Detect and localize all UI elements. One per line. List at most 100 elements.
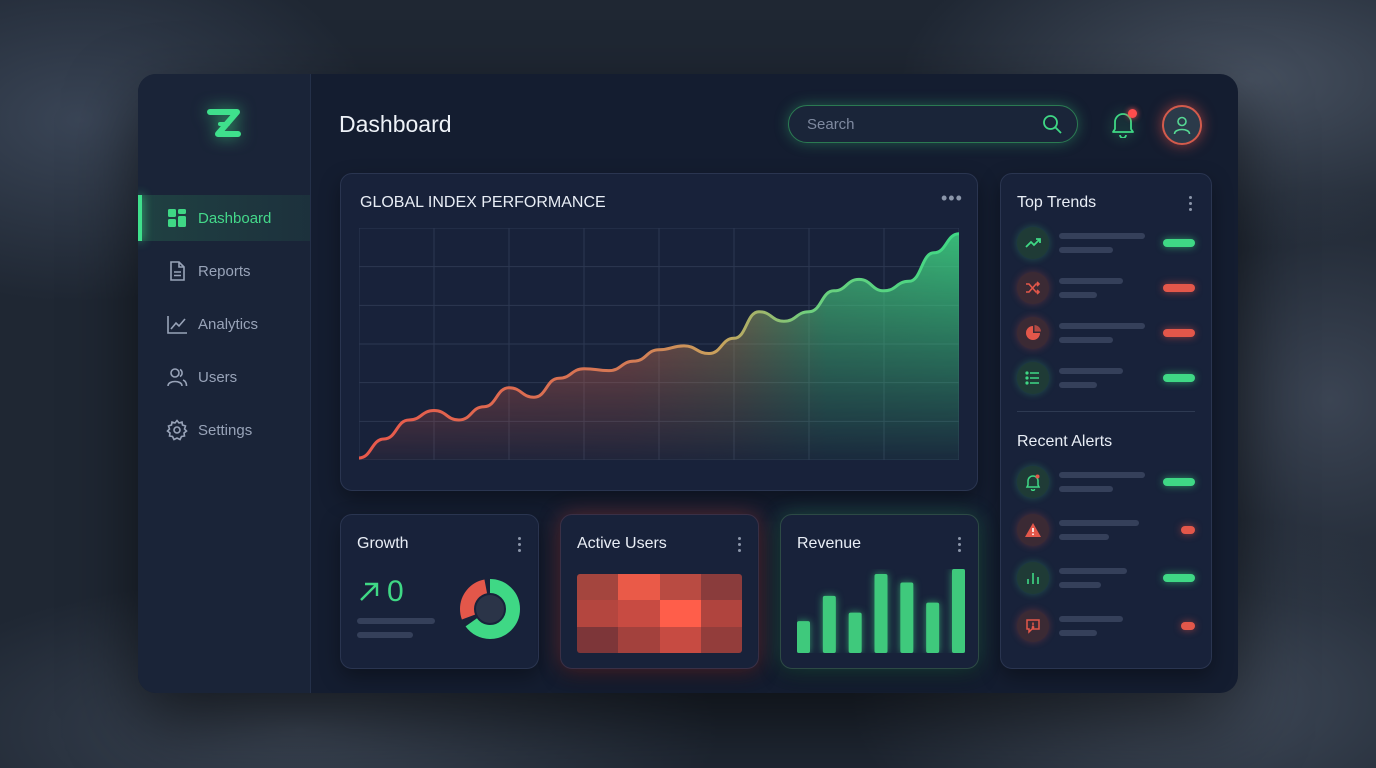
alert-item[interactable] xyxy=(1017,514,1197,546)
placeholder-line xyxy=(1059,534,1109,540)
z-logo-icon[interactable] xyxy=(206,108,242,142)
placeholder-line xyxy=(1059,582,1101,588)
trend-item[interactable] xyxy=(1017,272,1197,304)
heatmap-cell xyxy=(618,626,660,653)
sidebar-item-settings[interactable]: Settings xyxy=(138,407,310,453)
main-content: Dashboard GLOBAL INDEX PERFORMANCE ••• xyxy=(310,74,1238,693)
growth-title: Growth xyxy=(357,535,409,552)
placeholder-line xyxy=(1059,616,1123,622)
status-pill xyxy=(1181,622,1195,630)
placeholder-line xyxy=(1059,337,1113,343)
kebab-menu-icon[interactable] xyxy=(958,537,962,555)
status-pill xyxy=(1163,284,1195,292)
heatmap-cell xyxy=(577,626,619,653)
line-chart-icon xyxy=(166,313,188,335)
trending-up-icon xyxy=(1017,227,1049,259)
revenue-bar xyxy=(822,595,836,653)
heatmap-cell xyxy=(700,600,742,627)
sidebar-item-label: Users xyxy=(198,368,238,386)
placeholder-line xyxy=(1059,323,1145,329)
avatar[interactable] xyxy=(1162,105,1202,145)
chart-series-line xyxy=(359,232,959,460)
heatmap-cell xyxy=(700,626,742,653)
kebab-menu-icon[interactable] xyxy=(738,537,742,555)
search-bar[interactable] xyxy=(788,105,1078,143)
grid-icon xyxy=(166,207,188,229)
recent-alerts-title: Recent Alerts xyxy=(1017,433,1113,450)
sidebar-item-analytics[interactable]: Analytics xyxy=(138,301,310,347)
donut-chart xyxy=(460,579,520,639)
status-pill xyxy=(1181,526,1195,534)
gear-icon xyxy=(166,419,188,441)
document-icon xyxy=(166,260,188,282)
sidebar-item-label: Settings xyxy=(198,421,253,439)
active-users-card: Active Users xyxy=(560,514,759,669)
placeholder-line xyxy=(357,618,435,624)
placeholder-line xyxy=(1059,292,1097,298)
placeholder-line xyxy=(1059,568,1127,574)
page-title: Dashboard xyxy=(339,111,452,137)
global-index-chart-card: GLOBAL INDEX PERFORMANCE ••• xyxy=(340,173,978,491)
alert-item[interactable] xyxy=(1017,562,1197,594)
divider xyxy=(1017,411,1195,412)
placeholder-line xyxy=(1059,247,1113,253)
bell-alert-icon xyxy=(1017,466,1049,498)
sidebar: Dashboard Reports Analytics Users Settin xyxy=(138,74,311,693)
alert-item[interactable] xyxy=(1017,466,1197,498)
heatmap-cell xyxy=(659,600,701,627)
search-input[interactable] xyxy=(805,114,1041,134)
trends-alerts-panel: Top Trends xyxy=(1000,173,1212,669)
placeholder-line xyxy=(1059,630,1097,636)
status-pill xyxy=(1163,239,1195,247)
revenue-bar xyxy=(900,582,914,653)
pie-chart-icon xyxy=(1017,317,1049,349)
shuffle-icon xyxy=(1017,272,1049,304)
bar-chart-icon xyxy=(1017,562,1049,594)
top-trends-title: Top Trends xyxy=(1017,194,1097,211)
sidebar-item-reports[interactable]: Reports xyxy=(138,248,310,294)
placeholder-line xyxy=(357,632,413,638)
revenue-bar-chart xyxy=(797,569,965,653)
area-chart xyxy=(359,228,959,460)
list-icon xyxy=(1017,362,1049,394)
trend-item[interactable] xyxy=(1017,317,1197,349)
revenue-title: Revenue xyxy=(797,535,862,552)
revenue-card: Revenue xyxy=(780,514,979,669)
placeholder-line xyxy=(1059,486,1113,492)
status-pill xyxy=(1163,478,1195,486)
chart-area-fill xyxy=(359,233,959,460)
revenue-bar xyxy=(952,569,965,653)
status-pill xyxy=(1163,329,1195,337)
status-pill xyxy=(1163,574,1195,582)
heatmap-cell xyxy=(618,600,660,627)
warning-icon xyxy=(1017,514,1049,546)
sidebar-item-users[interactable]: Users xyxy=(138,354,310,400)
heatmap xyxy=(577,574,742,653)
arrow-up-right-icon xyxy=(360,582,379,601)
alert-item[interactable] xyxy=(1017,610,1197,642)
users-icon xyxy=(166,366,188,388)
revenue-bar xyxy=(797,621,810,653)
growth-value: 0 xyxy=(387,575,404,608)
revenue-bar xyxy=(874,574,888,653)
bell-icon[interactable] xyxy=(1110,110,1136,138)
placeholder-line xyxy=(1059,382,1097,388)
user-icon xyxy=(1173,116,1191,135)
placeholder-line xyxy=(1059,278,1123,284)
status-pill xyxy=(1163,374,1195,382)
trend-item[interactable] xyxy=(1017,362,1197,394)
kebab-menu-icon[interactable] xyxy=(518,537,522,555)
trend-item[interactable] xyxy=(1017,227,1197,259)
app-window: Dashboard Reports Analytics Users Settin xyxy=(138,74,1238,693)
message-alert-icon xyxy=(1017,610,1049,642)
more-horizontal-icon[interactable]: ••• xyxy=(941,188,963,208)
search-icon[interactable] xyxy=(1041,113,1063,135)
sidebar-item-label: Reports xyxy=(198,262,251,280)
heatmap-cell xyxy=(700,574,742,601)
growth-value-group: 0 xyxy=(357,575,404,609)
placeholder-line xyxy=(1059,520,1139,526)
revenue-bar xyxy=(848,612,862,653)
notification-badge xyxy=(1128,109,1137,118)
kebab-menu-icon[interactable] xyxy=(1189,196,1193,214)
sidebar-item-dashboard[interactable]: Dashboard xyxy=(138,195,310,241)
